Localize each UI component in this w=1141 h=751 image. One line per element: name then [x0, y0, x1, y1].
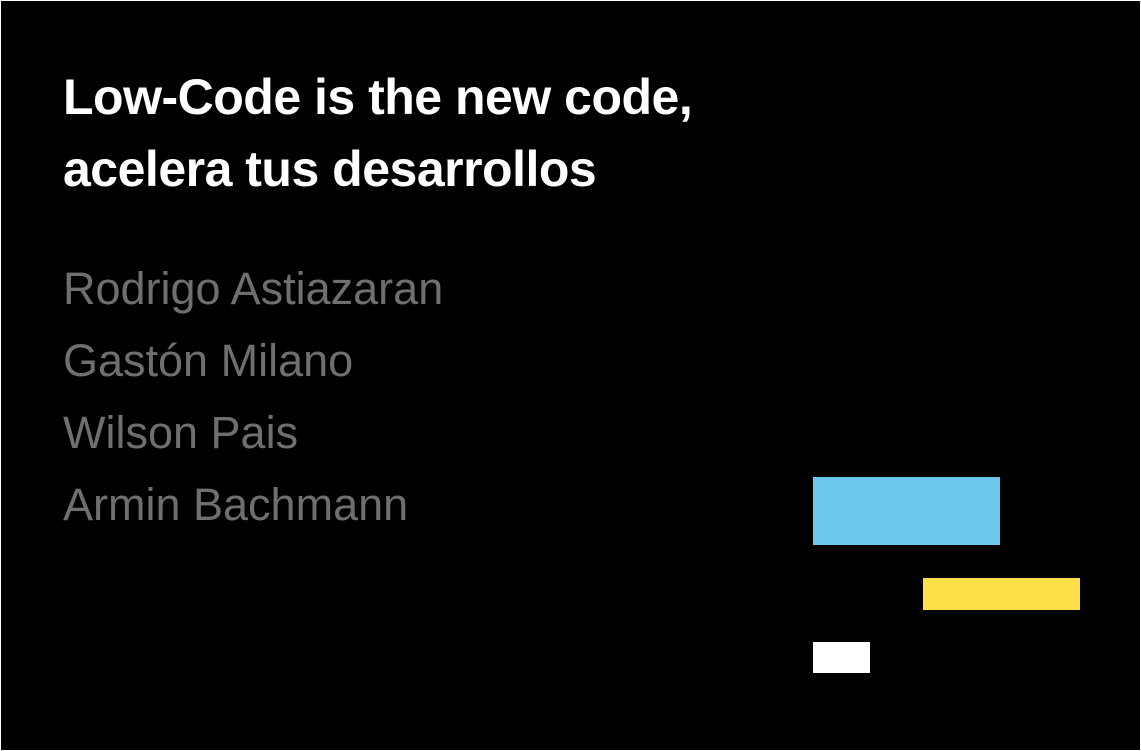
white-block	[813, 642, 870, 673]
speaker: Rodrigo Astiazaran	[63, 263, 444, 314]
blue-block	[813, 477, 1000, 545]
speaker: Wilson Pais	[63, 407, 299, 458]
speaker: Armin Bachmann	[63, 479, 409, 530]
title-line: Low-Code is the new code,	[63, 69, 693, 125]
title-line: acelera tus desarrollos	[63, 141, 597, 197]
speaker: Gastón Milano	[63, 335, 354, 386]
yellow-block	[923, 578, 1080, 610]
